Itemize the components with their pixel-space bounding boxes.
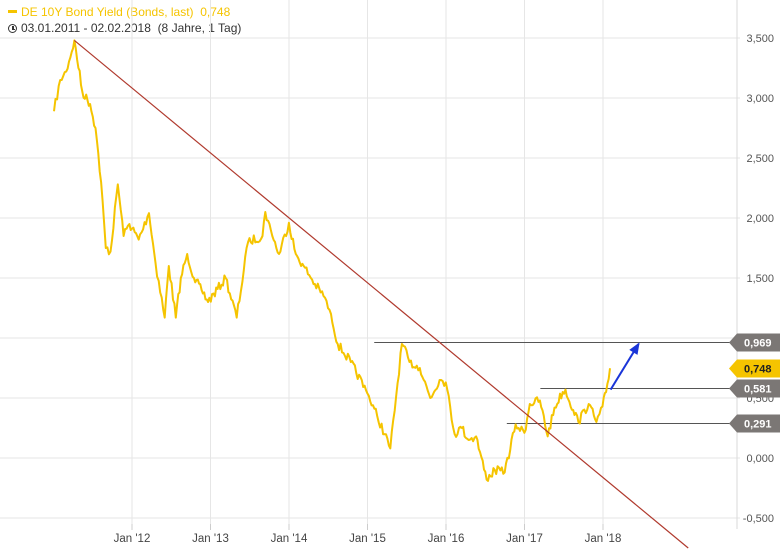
grid — [0, 0, 740, 530]
clock-icon — [8, 24, 17, 33]
series-color-swatch — [8, 10, 17, 14]
level-badge: 0,969 — [729, 333, 780, 352]
plot-area — [53, 39, 737, 549]
date-range-label: 03.01.2011 - 02.02.2018 — [21, 21, 151, 35]
trendline — [74, 39, 689, 549]
y-tick-label: -0,500 — [743, 513, 774, 525]
level-badge-shape — [729, 414, 780, 433]
x-tick-label: Jan '17 — [506, 533, 543, 545]
level-badge-shape — [729, 333, 780, 352]
level-badge-shape — [729, 379, 780, 398]
level-badge-label: 0,581 — [744, 384, 772, 396]
y-tick-label: 2,000 — [746, 213, 774, 225]
x-tick-label: Jan '15 — [349, 533, 386, 545]
x-tick-label: Jan '12 — [114, 533, 151, 545]
level-badge-label: 0,969 — [744, 338, 772, 350]
current-value-badge-label: 0,748 — [744, 364, 772, 376]
current-value-badge-shape — [729, 359, 780, 378]
y-tick-label: 3,500 — [746, 33, 774, 45]
x-tick-label: Jan '16 — [428, 533, 465, 545]
series-label: DE 10Y Bond Yield (Bonds, last) — [21, 5, 194, 19]
y-tick-label: 3,000 — [746, 93, 774, 105]
current-value-badge: 0,748 — [729, 359, 780, 378]
chart-legend: DE 10Y Bond Yield (Bonds, last) 0,748 — [8, 5, 230, 19]
date-range-note: (8 Jahre, 1 Tag) — [157, 21, 242, 35]
x-tick-label: Jan '18 — [585, 533, 622, 545]
date-range: 03.01.2011 - 02.02.2018 (8 Jahre, 1 Tag) — [8, 21, 241, 35]
x-tick-label: Jan '14 — [271, 533, 308, 545]
x-tick-label: Jan '13 — [192, 533, 229, 545]
level-badge-label: 0,291 — [744, 419, 772, 431]
y-tick-label: 2,500 — [746, 153, 774, 165]
arrow-head — [629, 342, 640, 355]
y-tick-label: 1,500 — [746, 273, 774, 285]
series-line — [53, 39, 611, 482]
level-badge: 0,581 — [729, 379, 780, 398]
y-tick-label: 0,000 — [746, 453, 774, 465]
series-last-value: 0,748 — [200, 5, 231, 19]
level-badge: 0,291 — [729, 414, 780, 433]
